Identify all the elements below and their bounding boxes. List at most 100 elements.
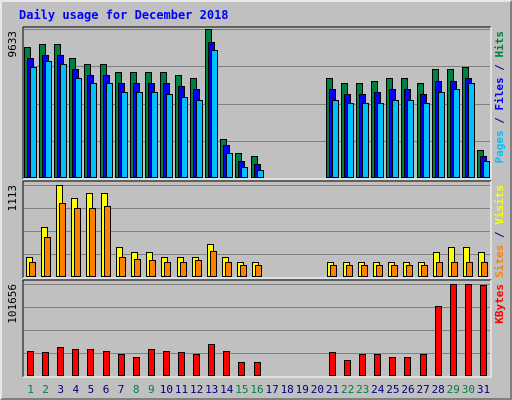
bar-kbytes-day-28 <box>435 306 442 376</box>
x-tick-label: 12 <box>190 383 203 396</box>
bar-pages-day-11 <box>181 97 188 178</box>
bar-pages-day-9 <box>151 92 158 178</box>
y-max-label: 101656 <box>6 284 19 324</box>
x-tick-label: 2 <box>42 383 49 396</box>
bar-kbytes-day-3 <box>57 347 64 376</box>
bar-pages-day-28 <box>438 92 445 178</box>
bar-sites-day-15 <box>240 265 247 277</box>
bar-sites-day-29 <box>451 262 458 277</box>
bar-pages-day-2 <box>45 61 52 178</box>
bar-pages-day-8 <box>136 92 143 178</box>
bar-sites-day-21 <box>330 265 337 277</box>
legend-label: Pages / Files / Hits <box>493 31 506 164</box>
bar-sites-day-7 <box>119 257 126 277</box>
x-tick-label: 10 <box>160 383 173 396</box>
panel-top: 9633 Pages / Files / Hits <box>6 26 506 180</box>
x-tick-label: 17 <box>265 383 278 396</box>
bar-pages-day-6 <box>106 83 113 178</box>
x-tick-label: 18 <box>281 383 294 396</box>
bar-pages-day-10 <box>166 94 173 178</box>
legend-label-part: / <box>493 111 506 131</box>
legend-label-part: / <box>493 225 506 245</box>
bar-kbytes-day-12 <box>193 354 200 376</box>
bar-kbytes-day-8 <box>133 357 140 376</box>
y-max-label: 9633 <box>6 31 19 58</box>
bar-pages-day-15 <box>241 167 248 178</box>
bar-kbytes-day-21 <box>329 352 336 376</box>
bar-pages-day-16 <box>257 170 264 178</box>
x-tick-label: 9 <box>148 383 155 396</box>
bar-pages-day-24 <box>377 103 384 178</box>
bar-sites-day-24 <box>376 265 383 277</box>
bar-sites-day-16 <box>255 265 262 277</box>
legend-label: Sites / Visits <box>493 185 506 278</box>
panel-middle: 1113 Sites / Visits <box>6 180 506 279</box>
legend-label-part: Visits <box>493 185 506 225</box>
bar-sites-day-26 <box>406 265 413 277</box>
bar-sites-day-27 <box>421 265 428 277</box>
bar-pages-day-31 <box>483 161 490 178</box>
bar-kbytes-day-27 <box>420 354 427 376</box>
x-tick-label: 19 <box>296 383 309 396</box>
x-tick-label: 25 <box>386 383 399 396</box>
x-tick-label: 7 <box>118 383 125 396</box>
bar-pages-day-5 <box>90 83 97 178</box>
bar-kbytes-day-24 <box>374 354 381 376</box>
bar-pages-day-29 <box>453 89 460 178</box>
bar-kbytes-day-14 <box>223 351 230 376</box>
x-tick-label: 30 <box>462 383 475 396</box>
x-tick-label: 20 <box>311 383 324 396</box>
bar-pages-day-13 <box>211 50 218 178</box>
x-tick-label: 1 <box>27 383 34 396</box>
x-tick-label: 4 <box>72 383 79 396</box>
bar-pages-day-4 <box>75 78 82 178</box>
bar-kbytes-day-29 <box>450 284 457 376</box>
bar-kbytes-day-13 <box>208 344 215 376</box>
legend-label-part: Sites <box>493 245 506 278</box>
x-tick-label: 14 <box>220 383 234 396</box>
bar-sites-day-25 <box>391 265 398 277</box>
bar-kbytes-day-16 <box>254 362 261 376</box>
x-tick-label: 15 <box>235 383 248 396</box>
bar-kbytes-day-23 <box>359 354 366 376</box>
bar-sites-day-4 <box>74 208 81 277</box>
bar-kbytes-day-6 <box>103 351 110 376</box>
bar-sites-day-14 <box>225 262 232 277</box>
bar-sites-day-12 <box>195 260 202 277</box>
bar-kbytes-day-31 <box>480 285 487 376</box>
bar-sites-day-31 <box>481 262 488 277</box>
bar-kbytes-day-4 <box>72 349 79 376</box>
plot-area <box>23 280 491 377</box>
x-tick-label: 16 <box>250 383 263 396</box>
x-tick-label: 22 <box>341 383 354 396</box>
bar-sites-day-13 <box>210 251 217 277</box>
x-tick-label: 8 <box>133 383 140 396</box>
bar-pages-day-12 <box>196 100 203 178</box>
x-axis-labels: 1 2 3 4 5 6 7 8 9 10 11 12 13 14 15 16 17 18 19 20 21 22 23 24 2… <box>27 383 490 396</box>
x-tick-label: 23 <box>356 383 369 396</box>
bar-kbytes-day-9 <box>148 349 155 376</box>
chart-title: Daily usage for December 2018 <box>19 8 229 22</box>
x-tick-label: 21 <box>326 383 339 396</box>
legend-label-part: Pages <box>493 130 506 163</box>
bar-kbytes-day-2 <box>42 352 49 376</box>
bar-kbytes-day-26 <box>404 357 411 376</box>
bar-kbytes-day-30 <box>465 284 472 376</box>
bar-kbytes-day-5 <box>87 349 94 376</box>
x-tick-label: 6 <box>103 383 110 396</box>
x-tick-label: 26 <box>401 383 414 396</box>
bar-kbytes-day-7 <box>118 354 125 376</box>
bar-sites-day-30 <box>466 262 473 277</box>
x-tick-label: 28 <box>432 383 445 396</box>
x-tick-label: 27 <box>416 383 429 396</box>
bar-sites-day-1 <box>29 262 36 277</box>
bar-pages-day-3 <box>60 64 67 178</box>
bar-kbytes-day-15 <box>238 362 245 376</box>
bar-pages-day-25 <box>392 100 399 178</box>
bar-pages-day-22 <box>347 103 354 178</box>
bar-pages-day-21 <box>332 100 339 178</box>
bar-sites-day-5 <box>89 208 96 277</box>
legend-label-part: Files <box>493 77 506 110</box>
bar-sites-day-28 <box>436 262 443 277</box>
bar-sites-day-3 <box>59 203 66 277</box>
